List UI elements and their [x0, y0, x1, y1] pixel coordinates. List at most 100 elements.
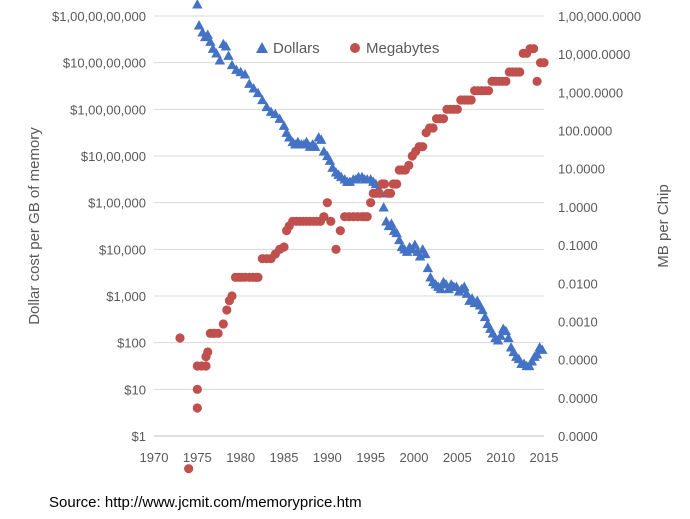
megabytes-point	[192, 403, 202, 413]
megabytes-point	[192, 384, 202, 394]
dollars-point	[316, 134, 327, 144]
dollars-point	[252, 87, 264, 98]
y-left-tick-label: $10,000	[99, 242, 146, 257]
y-right-tick-label: 1,000.0000	[558, 85, 623, 100]
megabytes-point	[175, 333, 185, 343]
y-left-tick-label: $1,000	[106, 289, 146, 304]
y-right-tick-label: 10,000.0000	[558, 47, 630, 62]
x-tick-label: 2005	[443, 450, 472, 465]
megabytes-point	[386, 188, 396, 198]
y-right-tick-label: 0.0100	[558, 276, 598, 291]
megabytes-point	[529, 44, 539, 54]
megabytes-point	[404, 160, 414, 170]
megabytes-point	[227, 291, 237, 301]
dollars-point	[531, 349, 543, 359]
megabytes-point	[203, 347, 213, 357]
dollars-point	[214, 55, 226, 65]
dollars-point	[220, 41, 232, 51]
megabytes-point	[392, 179, 402, 189]
y-left-tick-label: $10,00,00,000	[63, 56, 146, 71]
megabytes-point	[184, 464, 194, 474]
y-right-tick-label: 0.0010	[558, 314, 598, 329]
dollars-point	[244, 78, 255, 88]
dollars-point	[420, 248, 431, 259]
y-right-tick-label: 1,00,000.0000	[558, 9, 641, 24]
y-left-tick-label: $1,00,000	[88, 196, 146, 211]
megabytes-point	[335, 226, 345, 236]
megabytes-point	[362, 212, 372, 222]
megabytes-point	[201, 361, 211, 371]
dollars-point	[274, 113, 285, 123]
y-right-tick-label: 10.0000	[558, 162, 605, 177]
dollars-point	[503, 332, 514, 343]
dollars-point	[261, 101, 272, 112]
y-left-tick-label: $100	[117, 336, 146, 351]
megabytes-point	[539, 58, 549, 68]
y-left-tick-label: $10	[124, 382, 146, 397]
megabytes-point	[218, 319, 228, 329]
legend-dollars-label: Dollars	[273, 40, 320, 57]
dollars-point	[409, 239, 421, 249]
x-tick-label: 2015	[530, 450, 559, 465]
dollars-point	[257, 94, 268, 105]
x-tick-label: 1995	[356, 450, 385, 465]
legend-dollars-marker	[256, 42, 268, 53]
x-tick-label: 2000	[400, 450, 429, 465]
x-tick-label: 1975	[183, 450, 212, 465]
dollars-point	[378, 202, 389, 212]
x-tick-label: 1980	[226, 450, 255, 465]
megabytes-point	[418, 142, 428, 152]
megabytes-point	[515, 67, 525, 77]
megabytes-point	[326, 216, 336, 226]
dollars-point	[223, 50, 234, 60]
x-tick-label: 1990	[313, 450, 342, 465]
legend-megabytes-marker	[350, 43, 360, 53]
megabytes-point	[366, 198, 376, 208]
megabytes-point	[322, 198, 332, 208]
y-right-tick-label: 0.0000	[558, 353, 598, 368]
megabytes-point	[428, 123, 438, 133]
dollars-point	[422, 262, 434, 273]
dollars-point	[248, 83, 259, 93]
x-tick-label: 1970	[140, 450, 169, 465]
y-right-axis-title: MB per Chip	[655, 184, 672, 267]
y-right-tick-label: 0.0000	[558, 391, 598, 406]
megabytes-point	[331, 244, 341, 254]
dollars-point	[435, 283, 447, 294]
megabytes-point	[438, 114, 449, 124]
dollars-point	[192, 0, 203, 9]
megabytes-point	[253, 272, 263, 282]
megabytes-point	[501, 76, 511, 86]
dollars-point	[193, 20, 205, 30]
dollars-point	[495, 330, 506, 340]
megabytes-point	[279, 242, 289, 252]
dollars-point	[537, 344, 548, 354]
legend-megabytes-label: Megabytes	[366, 40, 439, 57]
megabytes-point	[319, 212, 329, 222]
megabytes-point	[483, 86, 494, 96]
megabytes-point	[379, 179, 390, 189]
megabytes-point	[213, 328, 223, 338]
megabytes-point	[222, 305, 232, 315]
dollars-point	[211, 48, 222, 58]
megabytes-point	[374, 188, 384, 198]
dollars-point	[226, 59, 238, 70]
y-left-tick-label: $1,00,00,000	[70, 102, 146, 117]
dollars-point	[239, 69, 251, 79]
dollars-point	[310, 141, 321, 151]
y-right-tick-label: 1.0000	[558, 200, 598, 215]
x-tick-label: 1985	[270, 450, 299, 465]
y-right-tick-label: 100.0000	[558, 124, 612, 139]
y-left-tick-label: $10,00,000	[81, 149, 146, 164]
dollars-point	[270, 108, 281, 119]
megabytes-point	[466, 95, 476, 105]
megabytes-point	[452, 104, 462, 114]
source-note: Source: http://www.jcmit.com/memoryprice…	[49, 494, 362, 511]
x-tick-label: 2010	[486, 450, 515, 465]
y-left-tick-label: $1,00,00,00,000	[52, 9, 146, 24]
chart-canvas: $1 $10 $100 $1,000 $10,000 $1,00,000 $10,00,00…	[26, 0, 672, 474]
megabytes-point	[532, 76, 542, 86]
y-right-tick-label: 0.1000	[558, 238, 598, 253]
y-right-tick-label: 0.0000	[558, 429, 598, 444]
